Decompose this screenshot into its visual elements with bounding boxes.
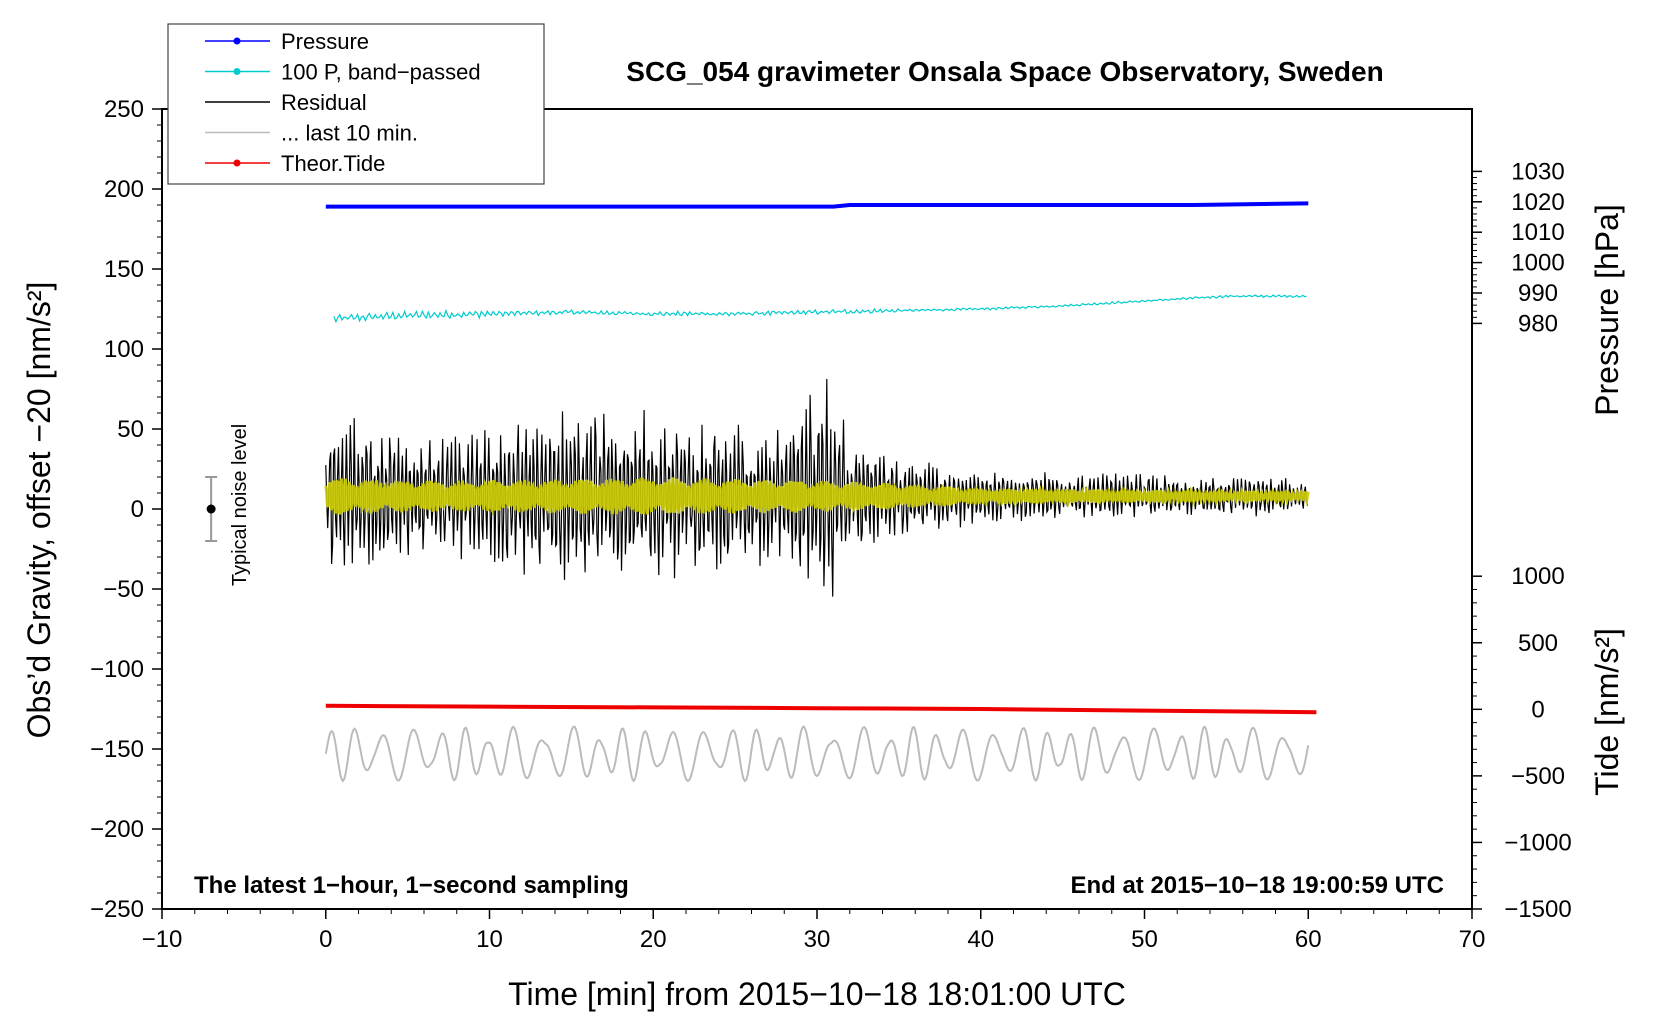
y-left-axis-ticks: 250 200 150 100 50 0 −50 −100 −150 −200 −250 [90, 96, 162, 923]
chart-title: SCG_054 gravimeter Onsala Space Observat… [626, 56, 1383, 87]
legend-label: Residual [281, 90, 367, 115]
series-theor-tide [325, 703, 1317, 715]
legend: Pressure 100 P, band−passed Residual ... la… [167, 23, 545, 185]
legend-label: Pressure [281, 29, 369, 54]
y-left-axis-title: Obs’d Gravity, offset −20 [nm/s²] [21, 282, 57, 739]
series-pressure-bandpassed [333, 294, 1307, 324]
y-left-tick-label: 100 [104, 336, 144, 363]
annotation-sampling: The latest 1−hour, 1−second sampling [194, 872, 629, 899]
noise-label: Typical noise level [229, 424, 251, 586]
noise-bar-center [206, 504, 216, 514]
noise-bar [205, 476, 218, 542]
y-left-tick-label: 150 [104, 256, 144, 283]
legend-label: 100 P, band−passed [281, 60, 481, 85]
x-axis-title: Time [min] from 2015−10−18 18:01:00 UTC [508, 976, 1126, 1012]
x-tick-label: −10 [142, 926, 183, 953]
x-axis-ticks: −10 0 10 20 30 40 50 60 70 [142, 909, 1486, 953]
x-tick-label: 60 [1295, 926, 1322, 953]
pressure-axis-ticks: 1030 1020 1010 1000 990 980 [1472, 158, 1565, 337]
x-tick-label: 40 [967, 926, 994, 953]
y-left-tick-label: 0 [131, 496, 144, 523]
x-tick-label: 20 [640, 926, 667, 953]
y-left-tick-label: −250 [90, 896, 144, 923]
legend-marker [233, 68, 241, 75]
pressure-axis-title: Pressure [hPa] [1589, 204, 1625, 416]
right-tick-label: 1010 [1511, 219, 1564, 246]
y-left-tick-label: −50 [103, 576, 144, 603]
legend-box [167, 23, 545, 185]
y-left-tick-label: −100 [90, 656, 144, 683]
right-tick-label: −500 [1511, 763, 1565, 790]
right-tick-label: 500 [1518, 630, 1558, 657]
series-pressure [325, 201, 1309, 209]
annotation-end-time: End at 2015−10−18 19:00:59 UTC [1070, 872, 1444, 899]
x-tick-label: 10 [476, 926, 503, 953]
y-left-tick-label: 200 [104, 176, 144, 203]
tide-axis-ticks: 1000 500 0 −500 −1000 −1500 [1472, 563, 1572, 923]
tide-axis-title: Tide [nm/s²] [1589, 628, 1625, 796]
x-tick-label: 0 [319, 926, 332, 953]
right-tick-label: 1000 [1511, 563, 1564, 590]
legend-marker [233, 159, 241, 167]
right-tick-label: 1000 [1511, 250, 1564, 277]
x-tick-label: 70 [1459, 926, 1486, 953]
series-layer [324, 201, 1317, 783]
right-tick-label: 1020 [1511, 189, 1564, 216]
series-residual-filtered [324, 477, 1310, 516]
y-left-tick-label: −200 [90, 816, 144, 843]
x-tick-label: 50 [1131, 926, 1158, 953]
legend-marker [233, 37, 241, 45]
x-tick-label: 30 [804, 926, 831, 953]
y-left-tick-label: 250 [104, 96, 144, 123]
right-tick-label: 0 [1531, 696, 1544, 723]
legend-label: Theor.Tide [281, 151, 385, 176]
right-tick-label: −1000 [1504, 829, 1571, 856]
right-tick-label: 990 [1518, 280, 1558, 307]
right-tick-label: 980 [1518, 310, 1558, 337]
legend-label: ... last 10 min. [281, 121, 418, 146]
series-last-10-min [324, 725, 1310, 783]
right-tick-label: 1030 [1511, 158, 1564, 185]
y-left-tick-label: −150 [90, 736, 144, 763]
y-left-tick-label: 50 [117, 416, 144, 443]
right-tick-label: −1500 [1504, 896, 1571, 923]
